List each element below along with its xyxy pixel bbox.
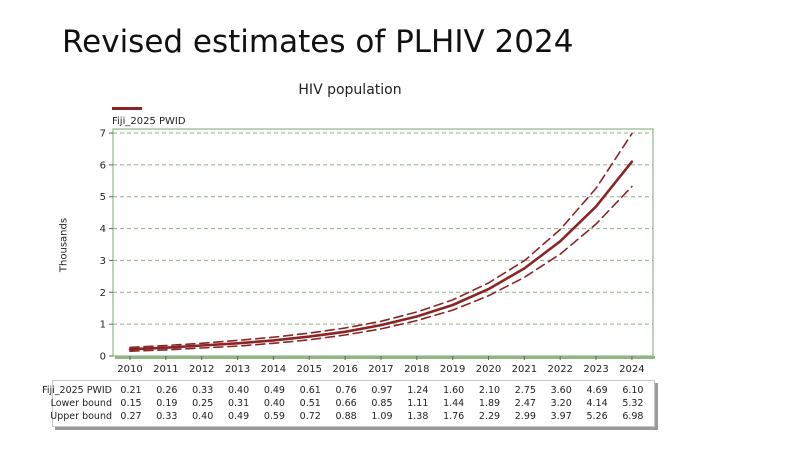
x-tick-label: 2022 — [547, 364, 572, 375]
table-cell: 1.24 — [407, 385, 429, 396]
y-tick-label: 7 — [100, 129, 106, 140]
x-tick-label: 2011 — [153, 364, 178, 375]
table-cell: 0.26 — [156, 385, 178, 396]
y-tick-label: 6 — [100, 160, 106, 171]
table-cell: 3.97 — [550, 411, 572, 422]
table-cell: 0.51 — [299, 398, 321, 409]
table-cell: 5.26 — [586, 411, 608, 422]
table-row: Lower bound 0.15 0.19 0.25 0.31 0.40 0.51 0.66 0… — [50, 398, 654, 411]
chart-legend: Fiji_2025 PWID — [112, 104, 232, 130]
data-table: Fiji_2025 PWID 0.21 0.26 0.33 0.40 0.49 0.61 0.… — [42, 380, 655, 427]
table-cell: 5.32 — [622, 398, 644, 409]
table-cell: 2.99 — [514, 411, 536, 422]
x-tick-label: 2024 — [619, 364, 644, 375]
y-tick-label: 3 — [100, 256, 106, 267]
table-cell: 0.25 — [192, 398, 214, 409]
legend-swatch — [112, 107, 142, 110]
table-cell: 2.29 — [478, 411, 501, 422]
x-tick-label: 2023 — [583, 364, 608, 375]
x-tick-label: 2010 — [117, 364, 142, 375]
table-row: Upper bound 0.27 0.33 0.40 0.49 0.59 0.72 0.88 1… — [50, 411, 654, 424]
table-cell: 0.27 — [120, 411, 142, 422]
y-tick-label: 1 — [100, 320, 106, 331]
table-cell: 1.60 — [443, 385, 465, 396]
x-tick-label: 2017 — [368, 364, 393, 375]
table-cell: 0.88 — [335, 411, 357, 422]
table-row-label: Fiji_2025 PWID — [42, 385, 112, 396]
table-cell: 0.40 — [263, 398, 285, 409]
table-cell: 4.14 — [586, 398, 608, 409]
table-cell: 0.31 — [227, 398, 250, 409]
x-tick-label: 2013 — [225, 364, 250, 375]
table-cell: 1.89 — [478, 398, 501, 409]
table-cell: 0.40 — [192, 411, 214, 422]
chart-title: HIV population — [298, 82, 402, 98]
y-tick-label: 4 — [100, 224, 106, 235]
table-cell: 6.98 — [622, 411, 644, 422]
table-cell: 1.11 — [407, 398, 429, 409]
series-line-upper-bound — [129, 132, 633, 349]
chart-plot: 0 1 2 3 4 5 6 7 2010 2011 2012 2013 2014 2015 2016 2017… — [100, 128, 655, 375]
table-cell: 3.20 — [550, 398, 572, 409]
table-cell: 0.59 — [263, 411, 285, 422]
table-cell: 0.61 — [299, 385, 321, 396]
x-tick-label: 2014 — [261, 364, 286, 375]
x-tick-label: 2018 — [404, 364, 429, 375]
x-tick-label: 2020 — [476, 364, 501, 375]
x-tick-label: 2021 — [512, 364, 537, 375]
y-tick-label: 5 — [100, 192, 106, 203]
plot-shadow — [115, 356, 655, 359]
x-tick-label: 2019 — [440, 364, 465, 375]
table-cell: 4.69 — [586, 385, 608, 396]
series-line-lower-bound — [129, 185, 633, 353]
table-cell: 1.76 — [443, 411, 465, 422]
table-row-label: Upper bound — [50, 411, 112, 422]
y-axis-label: Thousands — [58, 217, 70, 273]
table-cell: 0.21 — [120, 385, 142, 396]
y-tick-label: 2 — [100, 288, 106, 299]
table-cell: 1.38 — [407, 411, 429, 422]
table-cell: 0.49 — [263, 385, 285, 396]
table-cell: 0.33 — [156, 411, 178, 422]
table-cell: 2.10 — [478, 385, 501, 396]
table-cell: 1.09 — [371, 411, 393, 422]
table-cell: 0.72 — [299, 411, 321, 422]
table-cell: 0.19 — [156, 398, 178, 409]
x-tick-label: 2012 — [189, 364, 214, 375]
table-cell: 0.33 — [192, 385, 214, 396]
table-cell: 0.49 — [227, 411, 250, 422]
table-cell: 0.40 — [227, 385, 250, 396]
x-tick-label: 2016 — [332, 364, 357, 375]
table-cell: 3.60 — [550, 385, 572, 396]
x-tick-label: 2015 — [297, 364, 322, 375]
table-cell: 0.97 — [371, 385, 393, 396]
table-cell: 2.75 — [514, 385, 536, 396]
table-cell: 6.10 — [622, 385, 644, 396]
table-cell: 0.66 — [335, 398, 357, 409]
table-cell: 1.44 — [443, 398, 465, 409]
y-tick-label: 0 — [100, 352, 106, 363]
table-cell: 0.85 — [371, 398, 393, 409]
plot-frame — [112, 128, 654, 357]
table-cell: 0.15 — [120, 398, 142, 409]
slide-title: Revised estimates of PLHIV 2024 — [62, 24, 574, 60]
table-cell: 0.76 — [335, 385, 357, 396]
legend-label: Fiji_2025 PWID — [112, 116, 186, 127]
table-row-label: Lower bound — [50, 398, 112, 409]
table-cell: 2.47 — [514, 398, 536, 409]
series-line-fiji-2025-pwid — [128, 160, 634, 351]
table-row: Fiji_2025 PWID 0.21 0.26 0.33 0.40 0.49 0.61 0.… — [42, 385, 654, 398]
